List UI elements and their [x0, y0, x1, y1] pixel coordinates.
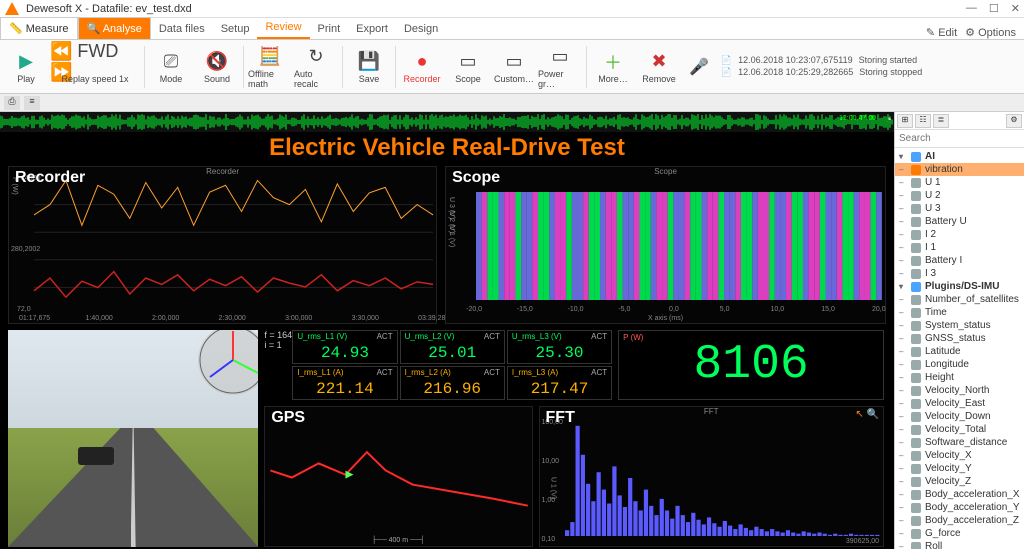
tab-design[interactable]: Design	[396, 19, 446, 39]
toolstrip-btn-2[interactable]: ≡	[24, 96, 40, 110]
channel-settings-icon[interactable]: ⚙	[1006, 114, 1022, 128]
readout-U_rms_L1 (V): U_rms_L1 (V)ACT24.93	[292, 330, 397, 364]
channel-u-1[interactable]: –U 1	[895, 176, 1024, 189]
tab-export[interactable]: Export	[348, 19, 396, 39]
channel-u-2[interactable]: –U 2	[895, 189, 1024, 202]
maximize-button[interactable]: ☐	[989, 2, 999, 15]
fft-panel[interactable]: FFTFFT100,0010,001,000,10U 1 (V)390625,0…	[539, 406, 884, 547]
view-flat-icon[interactable]: ⊞	[897, 114, 913, 128]
mic-icon[interactable]: 🎤	[683, 57, 715, 77]
tab-setup[interactable]: Setup	[213, 19, 258, 39]
ribbon-save[interactable]: 💾Save	[347, 43, 391, 91]
gps-panel[interactable]: GPS├── 400 m ──┤	[264, 406, 532, 547]
video-frame: 400	[8, 330, 258, 547]
channel-body-acceleration-x[interactable]: –Body_acceleration_X	[895, 488, 1024, 501]
toolstrip-btn-1[interactable]: ⎙	[4, 96, 20, 110]
channel-longitude[interactable]: –Longitude	[895, 358, 1024, 371]
channel-number-of-satellites[interactable]: –Number_of_satellites	[895, 293, 1024, 306]
channel-battery-i[interactable]: –Battery I	[895, 254, 1024, 267]
window-title: Dewesoft X - Datafile: ev_test.dxd	[26, 3, 192, 15]
channel-body-acceleration-y[interactable]: –Body_acceleration_Y	[895, 501, 1024, 514]
ribbon-recorder[interactable]: ●Recorder	[400, 43, 444, 91]
ribbon-mode[interactable]: ⎚Mode	[149, 43, 193, 91]
channel-system-status[interactable]: –System_status	[895, 319, 1024, 332]
mode-tab-analyse[interactable]: 🔍 Analyse	[78, 17, 151, 39]
options-link[interactable]: ⚙ Options	[965, 26, 1016, 39]
channel-velocity-x[interactable]: –Velocity_X	[895, 449, 1024, 462]
channel-velocity-y[interactable]: –Velocity_Y	[895, 462, 1024, 475]
channel-velocity-z[interactable]: –Velocity_Z	[895, 475, 1024, 488]
minimize-button[interactable]: ―	[966, 2, 977, 15]
channel-vibration[interactable]: –vibration	[895, 163, 1024, 176]
ribbon-offline-math[interactable]: 🧮Offline math	[248, 43, 292, 91]
edit-link[interactable]: ✎ Edit	[926, 26, 957, 39]
channel-software-distance[interactable]: –Software_distance	[895, 436, 1024, 449]
ribbon-remove[interactable]: ✖Remove	[637, 43, 681, 91]
channel-velocity-north[interactable]: –Velocity_North	[895, 384, 1024, 397]
ribbon-auto-recalc[interactable]: ↻Auto recalc	[294, 43, 338, 91]
tab-review[interactable]: Review	[257, 17, 309, 39]
channel-u-3[interactable]: –U 3	[895, 202, 1024, 215]
channel-i-1[interactable]: –I 1	[895, 241, 1024, 254]
compass-overlay: 400	[198, 330, 258, 395]
view-tree-icon[interactable]: ☷	[915, 114, 931, 128]
channel-body-acceleration-z[interactable]: –Body_acceleration_Z	[895, 514, 1024, 527]
channel-ai[interactable]: ▾AI	[895, 150, 1024, 163]
channel-battery-u[interactable]: –Battery U	[895, 215, 1024, 228]
ribbon-sound[interactable]: 🔇Sound	[195, 43, 239, 91]
readout-I_rms_L2 (A): I_rms_L2 (A)ACT216.96	[400, 366, 505, 400]
scope-panel[interactable]: ScopeScopeU 3 (V)U 2 (V)U 1 (V)X axis (m…	[445, 166, 886, 324]
recorder-panel[interactable]: RecorderRecorderP (W)14000280,200272,001…	[8, 166, 437, 324]
channel-g-force[interactable]: –G_force	[895, 527, 1024, 540]
ribbon-custom-[interactable]: ▭Custom…	[492, 43, 536, 91]
view-list-icon[interactable]: ≣	[933, 114, 949, 128]
tab-data-files[interactable]: Data files	[151, 19, 213, 39]
close-button[interactable]: ✕	[1011, 2, 1020, 15]
power-readout: P (W)8106	[618, 330, 884, 400]
channel-gnss-status[interactable]: –GNSS_status	[895, 332, 1024, 345]
channel-velocity-total[interactable]: –Velocity_Total	[895, 423, 1024, 436]
tab-print[interactable]: Print	[310, 19, 349, 39]
channel-time[interactable]: –Time	[895, 306, 1024, 319]
ribbon-scope[interactable]: ▭Scope	[446, 43, 490, 91]
channel-i-2[interactable]: –I 2	[895, 228, 1024, 241]
ribbon-play[interactable]: ▶Play	[4, 43, 48, 91]
channel-velocity-down[interactable]: –Velocity_Down	[895, 410, 1024, 423]
channel-latitude[interactable]: –Latitude	[895, 345, 1024, 358]
ribbon-more-[interactable]: ＋More…	[591, 43, 635, 91]
channel-plugins-ds-imu[interactable]: ▾Plugins/DS-IMU	[895, 280, 1024, 293]
ribbon-replay-speed-1x[interactable]: ⏪ FWD ⏩Replay speed 1x	[50, 43, 140, 91]
channel-i-3[interactable]: –I 3	[895, 267, 1024, 280]
channel-velocity-east[interactable]: –Velocity_East	[895, 397, 1024, 410]
ribbon-power-gr-[interactable]: ▭Power gr…	[538, 43, 582, 91]
channel-height[interactable]: –Height	[895, 371, 1024, 384]
event-log-row: 📄12.06.2018 10:25:29,282665Storing stopp…	[721, 67, 1016, 78]
fft-cursor-icon[interactable]: ↖ 🔍	[855, 409, 879, 420]
channel-roll[interactable]: –Roll	[895, 540, 1024, 549]
readout-U_rms_L2 (V): U_rms_L2 (V)ACT25.01	[400, 330, 505, 364]
readout-I_rms_L1 (A): I_rms_L1 (A)ACT221.14	[292, 366, 397, 400]
svg-text:400: 400	[231, 330, 242, 332]
app-logo-icon	[4, 1, 20, 17]
overview-waveform[interactable]: 12:00,47.00◔	[0, 112, 894, 132]
readout-I_rms_L3 (A): I_rms_L3 (A)ACT217.47	[507, 366, 612, 400]
event-log-row: 📄12.06.2018 10:23:07,675119Storing start…	[721, 55, 1016, 66]
readout-U_rms_L3 (V): U_rms_L3 (V)ACT25.30	[507, 330, 612, 364]
channel-search-input[interactable]	[895, 133, 1024, 144]
mode-tab-measure[interactable]: 📏 Measure	[0, 17, 78, 39]
dashboard-title: Electric Vehicle Real-Drive Test	[0, 134, 894, 162]
